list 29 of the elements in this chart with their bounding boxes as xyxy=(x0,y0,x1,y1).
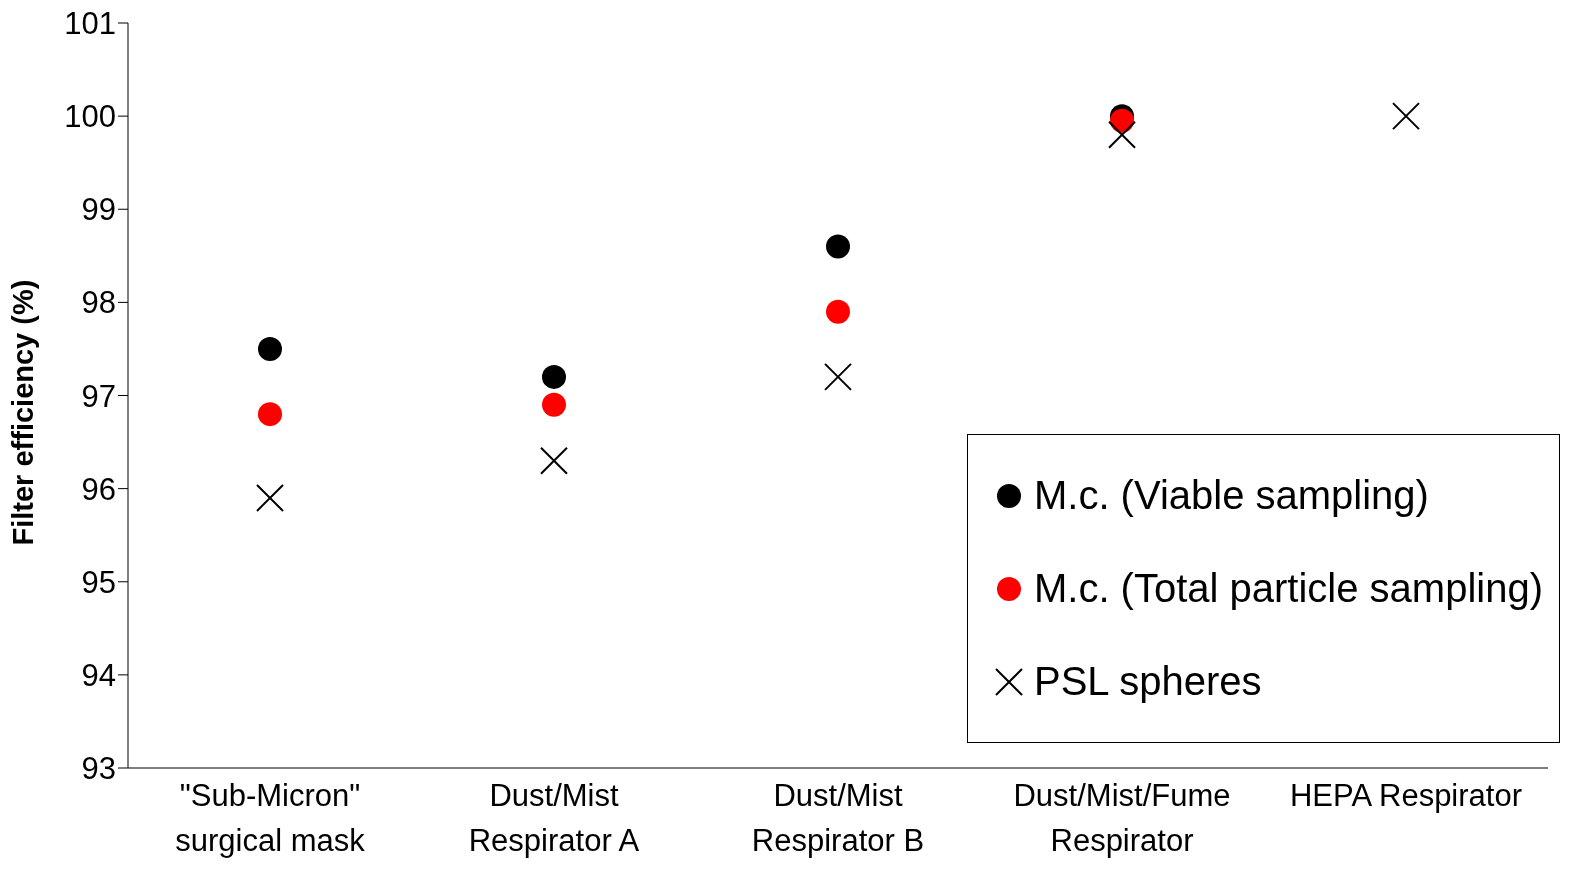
legend-label: PSL spheres xyxy=(1033,659,1262,704)
point xyxy=(256,483,284,512)
point xyxy=(826,234,850,259)
x-tick-label: Dust/Mist/Fume Respirator xyxy=(1013,778,1231,858)
x-tick-label: HEPA Respirator xyxy=(1289,778,1523,813)
point xyxy=(826,299,850,324)
y-axis-title: Filter efficiency (%) xyxy=(7,279,40,546)
legend-label: M.c. (Viable sampling) xyxy=(1033,473,1429,518)
x-tick-label: Dust/Mist Respirator A xyxy=(468,778,640,858)
y-tick-label: 101 xyxy=(64,6,116,42)
y-tick-label: 98 xyxy=(81,285,116,321)
point xyxy=(542,364,566,389)
y-tick-label: 99 xyxy=(81,192,116,228)
y-tick-label: 100 xyxy=(64,99,116,135)
point xyxy=(1108,120,1136,149)
point xyxy=(542,392,566,417)
point xyxy=(258,336,282,361)
y-tick-label: 93 xyxy=(81,751,116,787)
x-tick-label: Dust/Mist Respirator B xyxy=(751,778,925,858)
y-tick-label: 97 xyxy=(81,378,116,414)
y-tick-label: 95 xyxy=(81,564,116,600)
point xyxy=(1392,102,1420,131)
point xyxy=(824,362,852,391)
legend-label: M.c. (Total particle sampling) xyxy=(1033,566,1543,611)
point xyxy=(258,402,282,427)
y-tick-label: 94 xyxy=(81,657,116,693)
y-tick-label: 96 xyxy=(81,471,116,507)
point xyxy=(540,446,568,475)
x-tick-label: "Sub-Micron" surgical mask xyxy=(175,778,366,858)
